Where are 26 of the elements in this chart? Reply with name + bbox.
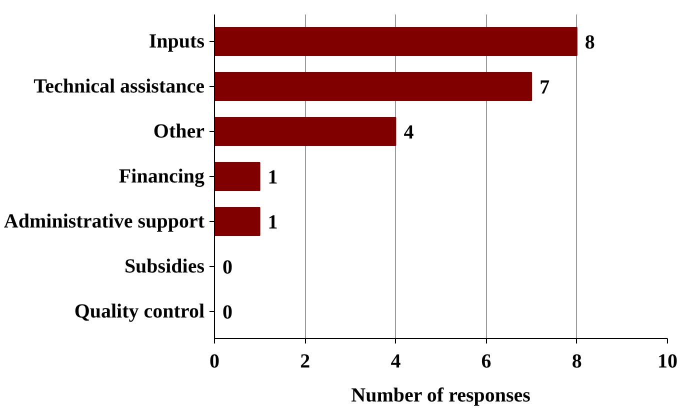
x-tick-label: 6	[481, 350, 492, 372]
x-axis-title: Number of responses	[351, 384, 531, 406]
y-tick-label: Technical assistance	[34, 76, 205, 98]
data-label: 7	[540, 76, 550, 98]
bar	[214, 207, 260, 236]
data-label: 0	[222, 256, 232, 278]
x-tick-label: 0	[210, 350, 220, 372]
data-label: 1	[268, 212, 278, 234]
bar	[214, 72, 532, 101]
data-label: 8	[584, 32, 595, 54]
y-tick-label: Administrative support	[4, 210, 205, 232]
bar	[214, 117, 396, 146]
bar	[214, 27, 578, 56]
data-label: 4	[404, 122, 414, 144]
x-tick-label: 10	[658, 350, 678, 372]
y-tick-label: Other	[153, 120, 205, 142]
x-tick-label: 2	[300, 350, 310, 372]
x-tick-label: 8	[572, 350, 582, 372]
y-tick-label: Financing	[118, 166, 204, 188]
data-label: 1	[268, 166, 278, 188]
data-label: 0	[222, 302, 232, 324]
y-tick-label: Subsidies	[124, 256, 205, 278]
bar	[214, 162, 260, 191]
y-tick-label: Quality control	[74, 300, 205, 322]
x-tick-label: 4	[390, 350, 401, 372]
y-tick-label: Inputs	[148, 30, 205, 52]
